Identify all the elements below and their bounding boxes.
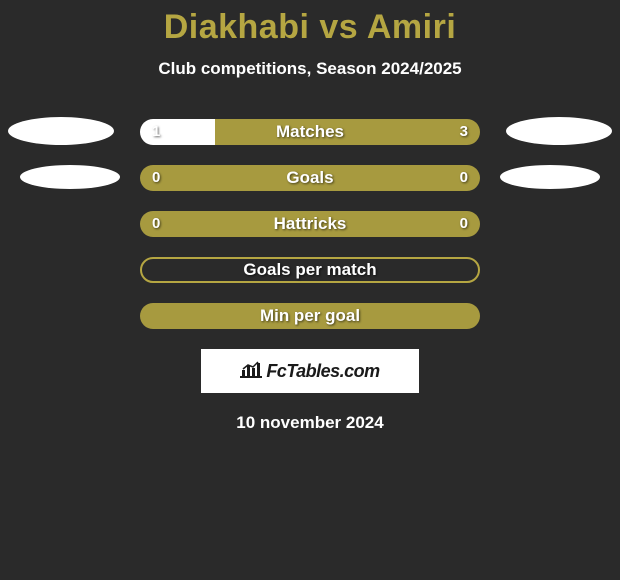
stat-row-min-per-goal: Min per goal: [0, 303, 620, 329]
stat-bar: [140, 165, 480, 191]
player-right-marker: [500, 165, 600, 189]
page-subtitle: Club competitions, Season 2024/2025: [0, 59, 620, 79]
comparison-card: Diakhabi vs Amiri Club competitions, Sea…: [0, 0, 620, 433]
logo-box[interactable]: FcTables.com: [201, 349, 419, 393]
stat-row-hattricks: 0 Hattricks 0: [0, 211, 620, 237]
player-right-marker: [506, 117, 612, 145]
stat-bar: [140, 211, 480, 237]
player-left-marker: [20, 165, 120, 189]
comparison-chart: 1 Matches 3 0 Goals 0 0 Hattricks 0 Goal…: [0, 119, 620, 329]
stat-row-goals: 0 Goals 0: [0, 165, 620, 191]
stat-bar: [140, 303, 480, 329]
page-title: Diakhabi vs Amiri: [0, 8, 620, 47]
player-left-marker: [8, 117, 114, 145]
logo-text: FcTables.com: [266, 361, 379, 382]
chart-icon: [240, 360, 262, 383]
stat-bar: [140, 257, 480, 283]
stat-bar: [140, 119, 480, 145]
stat-bar-right-seg: [215, 119, 480, 145]
stat-bar-left-seg: [140, 119, 215, 145]
date-label: 10 november 2024: [0, 413, 620, 433]
stat-row-goals-per-match: Goals per match: [0, 257, 620, 283]
stat-row-matches: 1 Matches 3: [0, 119, 620, 145]
